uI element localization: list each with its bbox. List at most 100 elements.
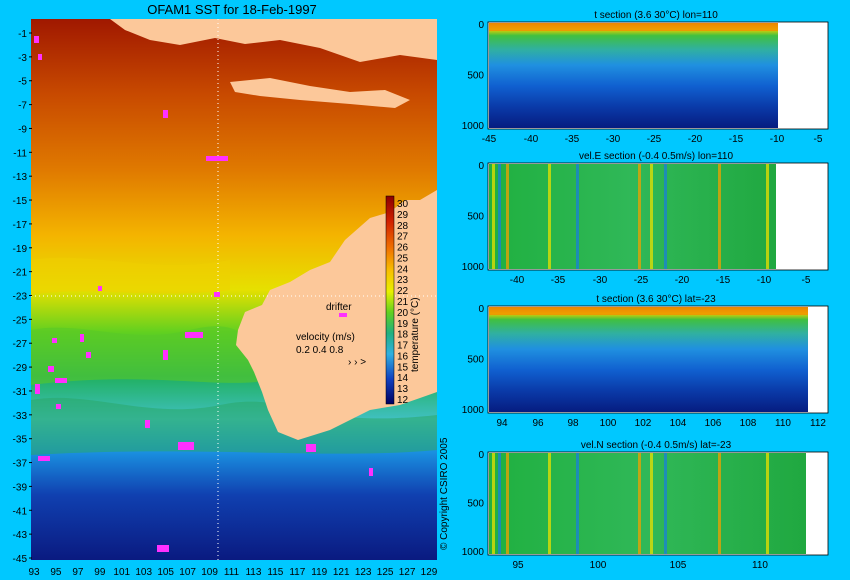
warm-surface-layer [489,23,778,31]
velocity-streak [548,453,551,554]
section-field [489,164,776,269]
velocity-streak [664,164,667,269]
lon-tick-label: 117 [289,567,305,578]
velocity-streak [506,453,509,554]
section-x-tick-label: 105 [670,560,687,571]
section-x-tick-label: -30 [606,134,621,145]
colorbar-tick-label: 27 [397,232,409,243]
velocity-streak [498,164,501,269]
colorbar-tick-label: 13 [397,384,409,395]
colorbar-tick-label: 26 [397,243,409,254]
lat-tick-label: -13 [13,172,28,183]
velocity-label: velocity (m/s) [296,332,355,343]
lon-tick-label: 109 [201,567,218,578]
depth-tick-label: 500 [467,499,484,510]
section-panel-1: t section (3.6 30°C) lon=110 0 500 1000 -45 -… [462,10,829,145]
depth-tick-label: 1000 [462,547,485,558]
section-panel-3: t section (3.6 30°C) lat=-23 0 500 1000 94 96… [462,294,829,429]
lat-tick-label: -15 [13,196,28,207]
section-x-tick-label: -10 [757,275,772,286]
lon-tick-label: 97 [72,567,84,578]
depth-tick-label: 1000 [462,121,485,132]
lon-tick-label: 107 [179,567,196,578]
lat-tick-label: -21 [13,268,28,279]
depth-tick-label: 500 [467,212,484,223]
lat-tick-label: -23 [13,292,28,303]
velocity-streak [766,164,769,269]
drifter-markers [34,36,373,552]
land-indonesia [110,19,437,62]
velocity-streak [548,164,551,269]
drifter-label: drifter [326,302,352,313]
lat-tick-label: -29 [13,363,28,374]
velocity-streak [576,453,579,554]
lat-tick-label: -27 [13,339,28,350]
colorbar-tick-label: 28 [397,221,409,232]
section-title: vel.N section (-0.4 0.5m/s) lat=-23 [581,440,732,451]
velocity-streak [638,164,641,269]
warm-surface-layer [489,307,808,315]
lon-tick-label: 129 [421,567,438,578]
lat-tick-label: -9 [18,124,27,135]
section-x-tick-label: 108 [740,418,757,429]
colorbar-ramp [385,195,395,405]
colorbar-tick-label: 17 [397,341,409,352]
depth-tick-label: 1000 [462,262,485,273]
lon-tick-label: 111 [224,567,240,578]
section-x-tick-label: -5 [814,134,823,145]
section-x-tick-label: 96 [532,418,544,429]
colorbar-tick-label: 21 [397,297,409,308]
section-x-tick-label: 110 [775,418,791,429]
lon-tick-label: 127 [399,567,416,578]
colorbar-label: temperature (°C) [410,297,421,372]
section-x-tick-label: -40 [524,134,539,145]
lat-tick-label: -37 [13,459,28,470]
section-x-tick-label: -40 [510,275,525,286]
section-field [489,453,806,554]
section-title: t section (3.6 30°C) lat=-23 [596,294,716,305]
lat-tick-label: -17 [13,220,28,231]
section-x-tick-label: 104 [670,418,687,429]
section-x-tick-label: 102 [635,418,652,429]
depth-tick-label: 500 [467,355,484,366]
velocity-streak [650,453,653,554]
velocity-streak [638,453,641,554]
section-x-tick-label: 112 [810,418,826,429]
lat-tick-label: -3 [18,53,27,64]
section-x-tick-label: -20 [688,134,703,145]
lon-tick-label: 93 [28,567,40,578]
sst-map [31,19,437,560]
section-x-tick-label: 94 [496,418,508,429]
velocity-streak [766,453,769,554]
lat-tick-label: -19 [13,244,28,255]
depth-tick-label: 1000 [462,405,485,416]
colorbar-tick-label: 22 [397,286,409,297]
lat-tick-label: -39 [13,482,28,493]
lat-tick-label: -11 [13,148,27,159]
section-title: t section (3.6 30°C) lon=110 [594,10,718,21]
section-x-tick-label: -25 [634,275,649,286]
map-lat-ticks: -1 -3 -5 -7 -9 -11 -13 -15 -17 -19 -21 -23 -25 -27 -29… [13,29,32,565]
section-panel-4: vel.N section (-0.4 0.5m/s) lat=-23 0 500 1… [462,440,829,571]
lat-tick-label: -7 [18,101,27,112]
lon-tick-label: 125 [377,567,394,578]
depth-tick-label: 500 [467,71,484,82]
section-x-tick-label: 110 [752,560,768,571]
lon-tick-label: 103 [135,567,152,578]
velocity-streak [650,164,653,269]
colorbar-tick-label: 16 [397,351,409,362]
velocity-streak [498,453,501,554]
lon-tick-label: 123 [355,567,372,578]
section-title: vel.E section (-0.4 0.5m/s) lon=110 [579,151,733,162]
lat-tick-label: -43 [13,530,28,541]
section-x-tick-label: -35 [565,134,580,145]
lat-tick-label: -33 [13,411,28,422]
lat-tick-label: -45 [13,554,28,565]
velocity-streak [718,164,721,269]
colorbar-tick-label: 20 [397,308,409,319]
colorbar-tick-label: 25 [397,253,409,264]
map-title: OFAM1 SST for 18-Feb-1997 [147,2,317,17]
velocity-streak [492,164,495,269]
